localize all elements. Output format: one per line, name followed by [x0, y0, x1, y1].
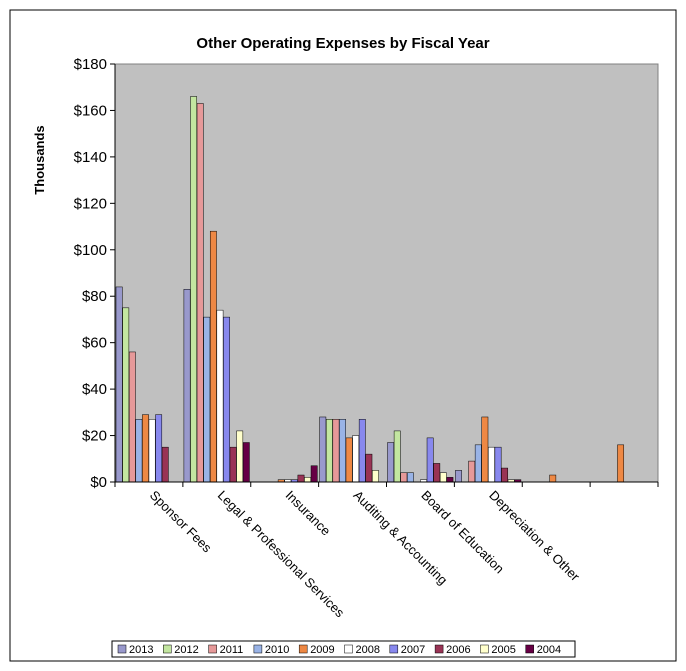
legend-label: 2008 [356, 644, 380, 656]
bar [223, 316, 230, 483]
bar [148, 419, 156, 483]
bar [236, 430, 244, 483]
bar [455, 470, 462, 483]
legend-swatch [434, 644, 444, 654]
legend-swatch [480, 644, 489, 654]
bar [190, 96, 198, 483]
legend-swatch [525, 644, 534, 654]
bar [229, 446, 237, 483]
legend-label: 2005 [491, 644, 515, 656]
bar [400, 472, 408, 483]
bar [365, 453, 373, 483]
bar [203, 316, 211, 483]
bar [196, 103, 204, 483]
legend-box [111, 640, 576, 658]
bar [216, 309, 224, 483]
bar [128, 351, 136, 483]
legend-swatch [344, 644, 353, 654]
bar [242, 442, 250, 483]
y-axis-label: Thousands [32, 125, 47, 194]
bar [439, 472, 447, 483]
legend-swatch [253, 644, 263, 654]
bar [310, 465, 318, 483]
y-tick-label: $0 [90, 474, 107, 491]
bar [325, 419, 333, 483]
bar [304, 477, 311, 483]
bar [358, 419, 366, 483]
bar [446, 477, 454, 483]
bar [387, 442, 395, 483]
bar [372, 470, 379, 483]
bar [481, 416, 489, 483]
legend-label: 2010 [265, 644, 289, 656]
bar [339, 419, 346, 483]
legend: 2013 2012 2011 2010 2009 2008 2007 2006 2005 2004 [111, 640, 576, 658]
y-tick-label: $160 [74, 102, 107, 119]
bar [345, 437, 353, 483]
bar [115, 286, 123, 483]
bar [122, 307, 130, 483]
y-tick-label: $140 [74, 149, 107, 166]
legend-label: 2013 [129, 644, 153, 656]
chart-title: Other Operating Expenses by Fiscal Year [196, 35, 489, 52]
y-tick-label: $120 [74, 195, 107, 212]
bar [617, 444, 625, 483]
bar [433, 463, 441, 483]
bar [155, 414, 163, 483]
bar [297, 474, 305, 483]
legend-swatch [389, 644, 399, 654]
bar [161, 446, 169, 483]
bar [407, 472, 414, 483]
legend-swatch [298, 644, 308, 654]
legend-label: 2004 [537, 644, 561, 656]
legend-label: 2007 [401, 644, 425, 656]
bar [494, 446, 502, 483]
legend-label: 2006 [446, 644, 470, 656]
legend-swatch [163, 644, 172, 654]
bar [488, 446, 495, 483]
legend-label: 2012 [174, 644, 198, 656]
y-tick-label: $80 [82, 288, 107, 305]
y-tick-label: $100 [74, 242, 107, 259]
bar [183, 289, 191, 483]
legend-label: 2009 [310, 644, 334, 656]
bar [332, 419, 340, 483]
bar [393, 430, 401, 483]
legend-label: 2011 [220, 644, 244, 656]
y-tick-label: $60 [82, 335, 107, 352]
bar [474, 444, 482, 483]
bar [135, 419, 143, 483]
bar [209, 230, 217, 483]
bar [352, 435, 360, 483]
bar [142, 414, 149, 483]
legend-swatch [117, 644, 127, 654]
bar [319, 416, 327, 483]
bar [426, 437, 434, 483]
bar [468, 460, 476, 483]
y-tick-label: $180 [74, 56, 107, 73]
bar [501, 467, 509, 483]
legend-swatch [208, 644, 217, 654]
y-tick-label: $20 [82, 428, 107, 445]
bar [549, 474, 557, 483]
y-tick-label: $40 [82, 381, 107, 398]
